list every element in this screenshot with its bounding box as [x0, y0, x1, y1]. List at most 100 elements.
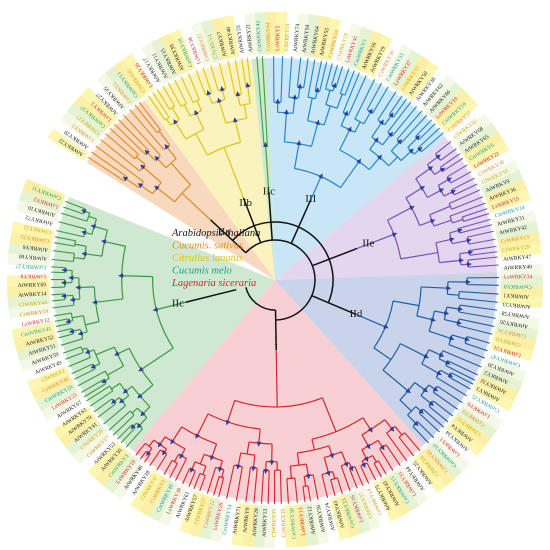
bootstrap-marker: [152, 306, 159, 312]
leaf-band-cell: [16, 199, 60, 222]
legend-entry: Lagenaria siceraria: [171, 278, 256, 289]
bootstrap-marker: [256, 441, 262, 447]
branch-tip: [95, 145, 144, 182]
branch-stem: [183, 104, 191, 117]
branch-tip: [448, 189, 481, 205]
bootstrap-marker: [164, 144, 170, 150]
leaf-label: CsWRKY13: [500, 235, 529, 246]
leaf-band-cell: [498, 303, 542, 320]
branch-stem: [434, 169, 443, 176]
branch-stem: [95, 298, 123, 303]
branch-tip: [156, 453, 168, 471]
backbone-ray: [312, 247, 358, 267]
leaf-label: AtWRKY13: [262, 508, 269, 537]
bootstrap-marker: [225, 419, 231, 426]
leaf-band-cell: [499, 253, 543, 268]
leaf-band-cell: [456, 406, 498, 440]
branch-tip: [378, 460, 387, 475]
bootstrap-marker: [122, 176, 129, 182]
branch-stem: [95, 346, 115, 356]
leaf-label: ClWRKY29: [502, 244, 531, 254]
branch-tip: [393, 98, 408, 118]
branch-tip: [218, 477, 225, 497]
branch-tip: [468, 264, 499, 268]
branch-tip: [321, 474, 329, 498]
bootstrap-marker: [111, 398, 117, 404]
branch-stem: [427, 156, 439, 166]
branch-stem: [142, 406, 151, 415]
branch-tip: [77, 370, 106, 387]
bootstrap-marker: [458, 258, 465, 263]
branch-stem: [117, 347, 130, 355]
branch-stem: [382, 369, 409, 392]
branch-stem: [303, 476, 307, 487]
branch-tip: [288, 56, 293, 98]
branch-arc: [407, 406, 417, 416]
branch-stem: [414, 382, 426, 391]
branch-tip: [433, 391, 459, 410]
bootstrap-marker: [75, 285, 81, 290]
bootstrap-marker: [136, 423, 142, 429]
leaf-band-cell: [500, 275, 543, 288]
bootstrap-marker: [77, 330, 84, 336]
branch-arc: [461, 216, 465, 222]
leaf-band-cell: [348, 26, 374, 70]
bootstrap-marker: [396, 139, 403, 145]
leaf-band-cell: [339, 23, 364, 67]
branch-stem: [191, 461, 196, 470]
leaf-band-cell: [425, 441, 463, 480]
branch-tip: [169, 463, 178, 478]
leaf-band-cell: [403, 459, 438, 501]
branch-tip: [451, 177, 475, 191]
branch-tip: [459, 291, 499, 295]
bootstrap-marker: [235, 91, 241, 97]
bootstrap-marker: [101, 239, 107, 245]
bootstrap-marker: [92, 299, 98, 305]
bootstrap-marker: [391, 232, 398, 238]
branch-stem: [166, 146, 177, 159]
branch-stem: [307, 97, 313, 121]
branch-stem: [310, 122, 319, 147]
branch-tip: [52, 250, 75, 255]
bootstrap-marker: [456, 320, 462, 325]
bootstrap-marker: [69, 297, 75, 302]
leaf-band-cell: [122, 53, 155, 95]
leaf-band-cell: [380, 475, 411, 518]
branch-tip: [451, 372, 474, 385]
branch-tip: [58, 333, 74, 339]
leaf-band-cell: [201, 19, 223, 63]
bootstrap-marker: [378, 119, 384, 125]
bootstrap-marker: [376, 154, 383, 160]
leaf-band-cell: [22, 178, 66, 204]
leaf-band-cell: [141, 42, 171, 85]
branch-tip: [348, 75, 367, 116]
leaf-band-cell: [72, 427, 111, 464]
bootstrap-marker: [343, 110, 348, 117]
leaf-band-cell: [148, 479, 178, 522]
branch-tip: [442, 157, 464, 172]
leaf-band-cell: [487, 189, 532, 214]
branch-tip: [467, 256, 498, 261]
leaf-band-cell: [500, 264, 543, 277]
bootstrap-marker: [356, 158, 362, 165]
legend-entry: Arabidopsis thaliana: [171, 228, 260, 239]
branch-tip: [373, 463, 383, 478]
bootstrap-marker: [388, 131, 394, 138]
legend-entry: Citrullus lanatus: [172, 253, 243, 264]
branch-arc: [405, 197, 421, 226]
bootstrap-marker: [318, 173, 323, 179]
branch-arc: [86, 212, 91, 222]
leaf-band-cell: [418, 447, 455, 487]
leaf-band-cell: [96, 72, 133, 112]
bootstrap-marker: [315, 119, 320, 126]
legend-entry: Cucumis. sativus: [172, 241, 243, 252]
leaf-label: AtWRKY12: [307, 506, 317, 535]
branch-stem: [388, 156, 399, 167]
bootstrap-marker: [195, 433, 200, 439]
branch-tip: [199, 475, 206, 492]
branch-stem: [121, 395, 130, 402]
branch-stem: [443, 191, 454, 197]
bootstrap-marker: [449, 237, 455, 242]
backbone-ray: [268, 192, 273, 241]
